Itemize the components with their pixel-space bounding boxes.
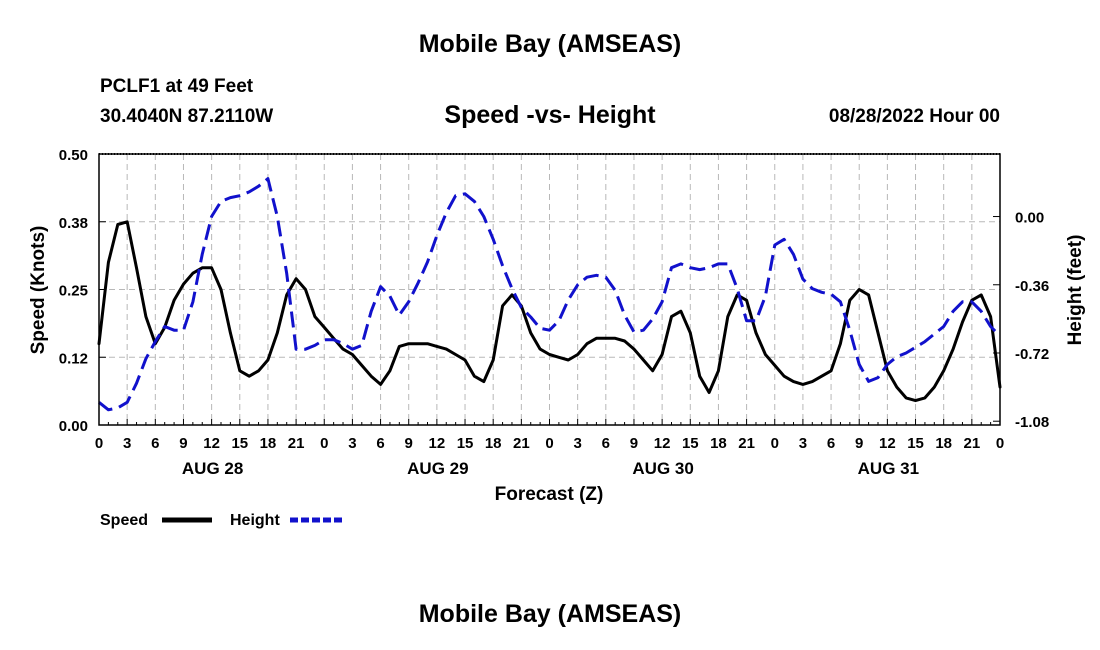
- x-tick-label: 18: [260, 435, 277, 452]
- x-tick-label: 0: [771, 435, 779, 452]
- x-tick-label: 21: [288, 435, 305, 452]
- x-tick-label: 15: [907, 435, 924, 452]
- x-tick-label: 6: [151, 435, 159, 452]
- x-tick-label: 12: [879, 435, 896, 452]
- x-tick-label: 9: [405, 435, 413, 452]
- y2-tick-label: -1.08: [1015, 414, 1049, 431]
- x-tick-label: 0: [545, 435, 553, 452]
- x-tick-label: 9: [179, 435, 187, 452]
- page-title: Mobile Bay (AMSEAS): [418, 30, 682, 58]
- footer-title: Mobile Bay (AMSEAS): [418, 600, 682, 628]
- day-label: AUG 31: [858, 459, 919, 478]
- legend-label-height: Height: [230, 512, 280, 529]
- chart-subtitle: Speed -vs- Height: [444, 101, 656, 129]
- x-tick-label: 12: [654, 435, 671, 452]
- y2-tick-label: -0.72: [1015, 346, 1049, 363]
- x-tick-label: 9: [630, 435, 638, 452]
- x-tick-label: 12: [203, 435, 220, 452]
- x-tick-label: 0: [996, 435, 1004, 452]
- x-tick-label: 0: [95, 435, 103, 452]
- y-tick-label: 0.25: [59, 283, 88, 300]
- grid-lines: [99, 154, 1000, 425]
- x-tick-label: 21: [964, 435, 981, 452]
- x-tick-label: 3: [348, 435, 356, 452]
- x-tick-label: 0: [320, 435, 328, 452]
- x-tick-label: 12: [429, 435, 446, 452]
- x-tick-label: 18: [485, 435, 502, 452]
- y-tick-label: 0.00: [59, 418, 88, 435]
- y-axis-label: Speed (Knots): [28, 226, 49, 355]
- y2-axis-label: Height (feet): [1065, 235, 1086, 346]
- series-line-speed: [97, 220, 1002, 403]
- forecast-datetime: 08/28/2022 Hour 00: [828, 106, 1000, 127]
- x-tick-label: 3: [799, 435, 807, 452]
- x-tick-label: 15: [457, 435, 474, 452]
- y-tick-label: 0.50: [59, 147, 88, 164]
- x-tick-label: 9: [855, 435, 863, 452]
- x-tick-label: 18: [710, 435, 727, 452]
- series-line-height: [98, 177, 1002, 412]
- y-tick-label: 0.12: [59, 350, 88, 367]
- legend: Speed Height: [100, 512, 342, 529]
- y2-tick-label: -0.36: [1015, 278, 1049, 295]
- speed-height-chart: 0 3 6 9 12 15 18 21 0 3 6 9 12 15 18 21 0 3 6 9 12 15 18 21 0 3 6 9…: [28, 147, 1086, 529]
- x-tick-label: 6: [376, 435, 384, 452]
- x-axis-label: Forecast (Z): [495, 484, 604, 505]
- day-label: AUG 29: [407, 459, 468, 478]
- x-tick-label: 3: [573, 435, 581, 452]
- station-label: PCLF1 at 49 Feet: [100, 76, 254, 97]
- x-tick-label: 21: [513, 435, 530, 452]
- station-coords: 30.4040N 87.2110W: [100, 106, 274, 127]
- x-tick-label: 21: [738, 435, 755, 452]
- y2-tick-label: 0.00: [1015, 210, 1044, 227]
- legend-label-speed: Speed: [100, 512, 148, 529]
- x-tick-label: 6: [827, 435, 835, 452]
- day-label: AUG 28: [182, 459, 243, 478]
- x-tick-label: 15: [231, 435, 248, 452]
- x-tick-label: 15: [682, 435, 699, 452]
- x-tick-label: 18: [935, 435, 952, 452]
- x-tick-label: 6: [602, 435, 610, 452]
- x-tick-label: 3: [123, 435, 131, 452]
- y-tick-label: 0.38: [59, 215, 88, 232]
- day-label: AUG 30: [632, 459, 693, 478]
